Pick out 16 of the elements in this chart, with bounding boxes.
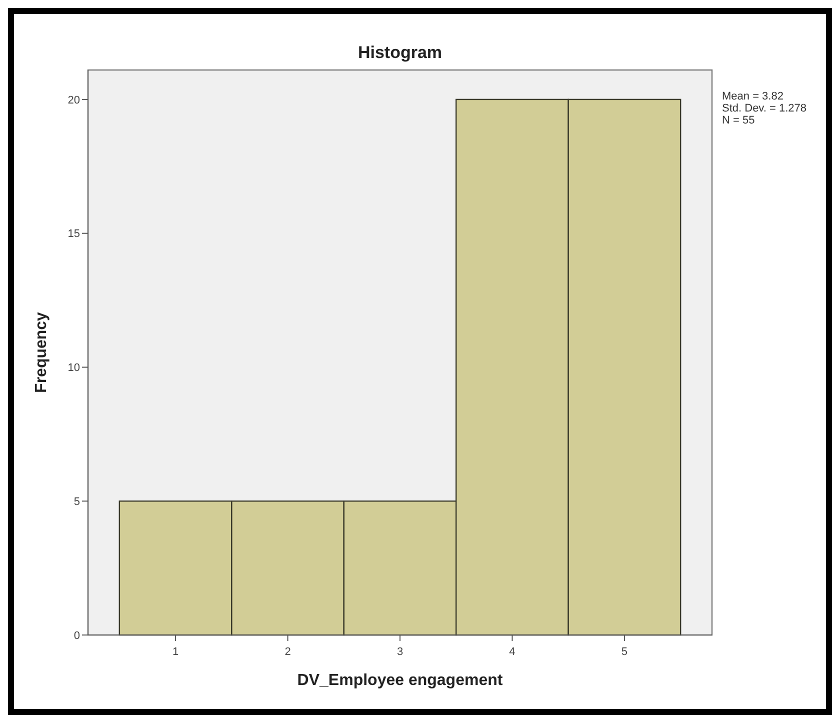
chart-title: Histogram (358, 43, 442, 62)
x-tick-label: 4 (509, 646, 516, 658)
y-tick-label: 0 (74, 630, 80, 642)
y-tick-label: 5 (74, 496, 80, 508)
text: Mean = 3.82 (722, 90, 784, 102)
text: N = 55 (722, 114, 755, 126)
x-tick-label: 2 (284, 646, 291, 658)
text: Std. Dev. = 1.278 (722, 102, 806, 114)
x-axis-title: DV_Employee engagement (297, 672, 504, 689)
x-tick-label: 3 (396, 646, 404, 658)
y-axis-title: Frequency (33, 312, 50, 393)
y-tick-label: 15 (68, 228, 80, 240)
y-tick-label: 20 (68, 94, 80, 106)
x-tick-label: 5 (621, 646, 628, 658)
x-tick-label: 1 (172, 646, 179, 658)
y-tick-label: 10 (68, 362, 80, 374)
